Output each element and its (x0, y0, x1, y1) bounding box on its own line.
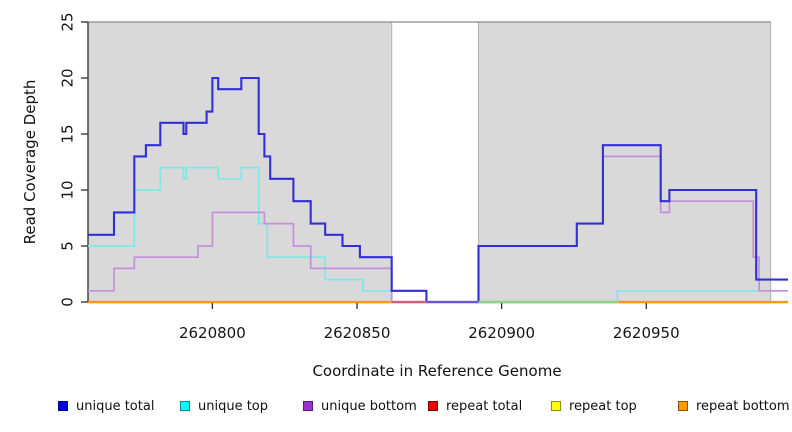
legend-label: unique total (76, 398, 155, 414)
legend-swatch-icon (303, 401, 313, 411)
legend-label: repeat top (569, 398, 637, 414)
x-tick-label: 2620900 (468, 324, 535, 342)
y-tick-label: 15 (59, 124, 77, 143)
legend-item-repeat-top: repeat top (551, 398, 637, 414)
legend-label: repeat total (446, 398, 523, 414)
x-tick-label: 2620850 (324, 324, 391, 342)
x-tick-label: 2620800 (179, 324, 246, 342)
series-line-unique-total (88, 76, 788, 304)
legend-item-unique-top: unique top (180, 398, 268, 414)
y-tick-label: 10 (59, 180, 77, 199)
legend-label: unique top (198, 398, 269, 414)
legend-swatch-icon (428, 401, 438, 411)
legend-item-repeat-bottom: repeat bottom (678, 398, 790, 414)
legend-swatch-icon (678, 401, 688, 411)
mapped-region-band (477, 21, 772, 303)
legend-item-unique-bottom: unique bottom (303, 398, 417, 414)
legend-swatch-icon (551, 401, 561, 411)
y-tick-label: 25 (59, 12, 77, 31)
y-tick-label: 20 (59, 68, 77, 87)
legend-swatch-icon (180, 401, 190, 411)
x-tick-label: 2620950 (613, 324, 680, 342)
legend-swatch-icon (58, 401, 68, 411)
legend-label: unique bottom (321, 398, 417, 414)
mapped-region-band (87, 21, 393, 303)
legend-label: repeat bottom (696, 398, 790, 414)
legend-item-unique-total: unique total (58, 398, 154, 414)
legend-item-repeat-total: repeat total (428, 398, 522, 414)
series-line-unique-top (88, 166, 788, 303)
y-tick-label: 0 (59, 297, 77, 307)
y-tick-label: 5 (59, 241, 77, 251)
x-axis-title: Coordinate in Reference Genome (312, 362, 562, 380)
